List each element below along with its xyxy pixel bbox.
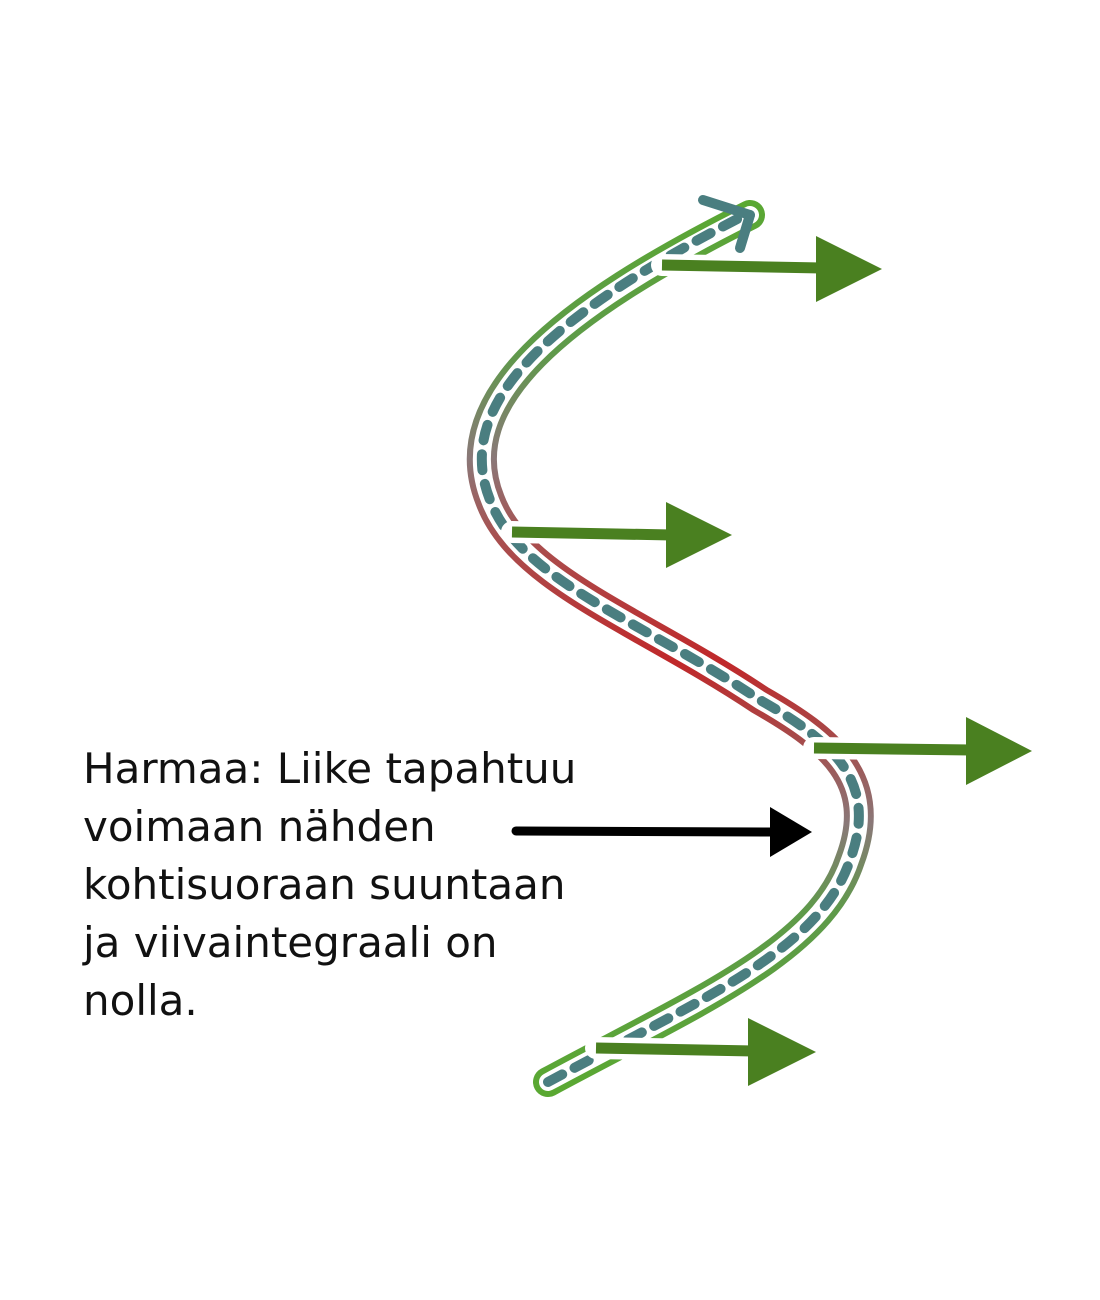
force-arrow-4 [585,1018,816,1086]
pointer-arrow [511,807,812,857]
displacement-dashed-line [476,210,864,1087]
force-arrow-1 [651,236,882,302]
force-arrow-2 [501,502,732,568]
path-direction-arrow-icon [698,195,755,253]
annotation-text: Harmaa: Liike tapahtuu voimaan nähden ko… [83,744,577,1025]
force-arrow-3 [803,717,1032,785]
